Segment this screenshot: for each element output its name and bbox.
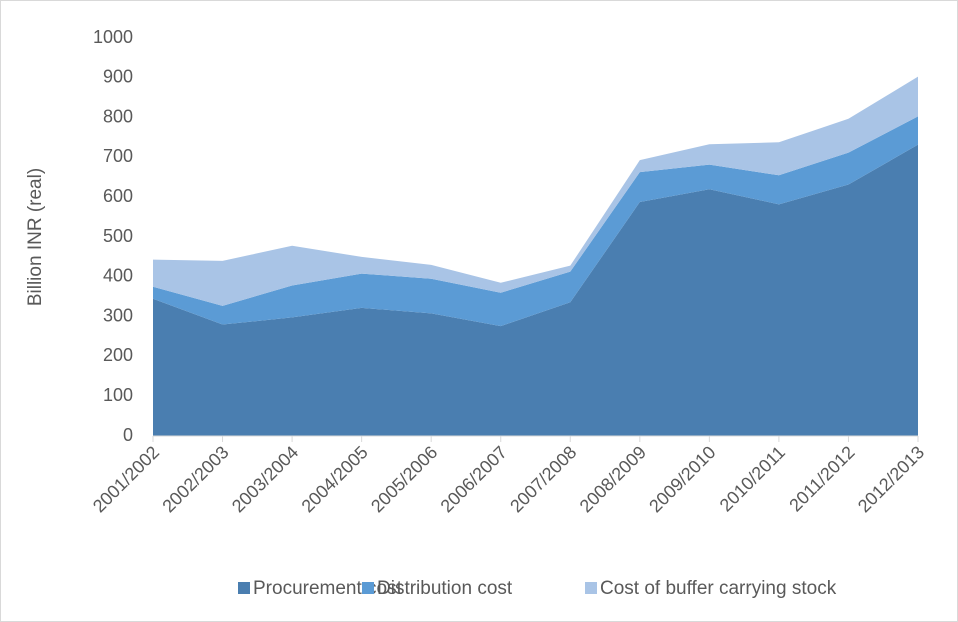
y-tick-label: 100 — [103, 385, 133, 405]
y-tick-label: 600 — [103, 186, 133, 206]
y-tick-label: 1000 — [93, 27, 133, 47]
y-tick-label: 400 — [103, 266, 133, 286]
y-tick-label: 800 — [103, 106, 133, 126]
legend-label: Distribution cost — [377, 578, 513, 599]
legend-swatch — [585, 582, 597, 594]
y-tick-label: 200 — [103, 345, 133, 365]
area — [153, 116, 918, 327]
y-tick-label: 700 — [103, 146, 133, 166]
legend-label: Cost of buffer carrying stock — [600, 578, 837, 599]
y-tick-label: 900 — [103, 67, 133, 87]
y-axis-title: Billion INR (real) — [25, 168, 46, 306]
legend-swatch — [362, 582, 374, 594]
y-tick-label: 500 — [103, 226, 133, 246]
area — [153, 76, 918, 306]
legend-swatch — [238, 582, 250, 594]
y-tick-label: 0 — [123, 425, 133, 445]
area — [153, 144, 918, 436]
y-tick-label: 300 — [103, 305, 133, 325]
